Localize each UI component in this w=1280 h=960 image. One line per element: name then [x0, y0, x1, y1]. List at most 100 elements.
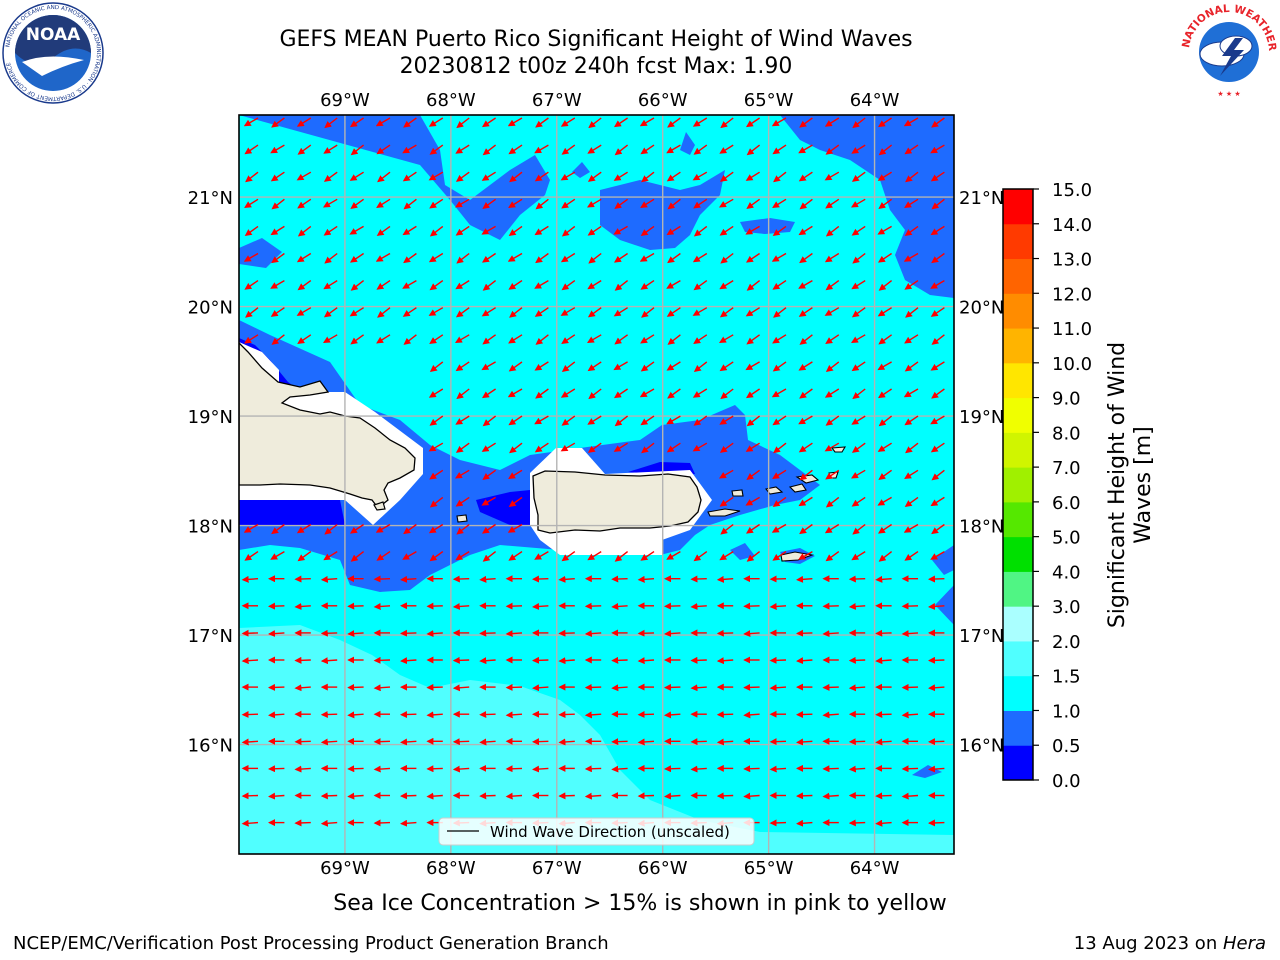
footer-credit: NCEP/EMC/Verification Post Processing Pr…: [13, 933, 609, 954]
wind-arrow: [904, 280, 919, 290]
wind-arrow: [901, 765, 919, 773]
wind-arrow: [614, 198, 629, 209]
wind-arrow: [743, 765, 760, 773]
wind-arrow: [455, 415, 470, 425]
wind-arrow: [586, 334, 602, 343]
wind-arrow: [455, 307, 470, 318]
wind-arrow: [719, 415, 734, 425]
wind-arrow: [746, 280, 761, 291]
wind-arrow: [558, 792, 575, 800]
wind-arrow: [297, 334, 312, 344]
lat-tick-label: 21°N: [188, 188, 233, 209]
wind-arrow: [244, 280, 259, 290]
wind-arrow: [640, 361, 655, 372]
wind-arrow: [508, 144, 523, 155]
wind-arrow: [848, 656, 866, 664]
colorbar-label: Waves [m]: [1131, 426, 1156, 543]
wind-arrow: [745, 496, 760, 506]
wind-arrow: [692, 307, 708, 316]
wind-arrow: [611, 575, 628, 583]
wind-arrow: [743, 602, 760, 610]
wind-arrow: [904, 469, 919, 479]
wind-arrow: [796, 575, 813, 583]
wind-arrow: [851, 307, 866, 318]
wind-arrow: [905, 171, 919, 183]
wind-arrow: [455, 551, 470, 561]
wind-arrow: [666, 307, 681, 317]
wind-arrow: [690, 575, 707, 583]
wind-arrow: [904, 496, 919, 508]
wind-arrow: [825, 415, 840, 426]
wind-arrow: [640, 551, 655, 561]
wind-arrow: [772, 144, 787, 155]
wind-arrow: [347, 630, 364, 638]
wind-arrow: [377, 171, 391, 183]
wind-arrow: [718, 334, 734, 343]
wind-arrow: [244, 144, 259, 155]
wind-arrow: [588, 252, 602, 264]
colorbar-swatch: [1003, 501, 1033, 538]
wind-arrow: [690, 738, 707, 746]
wind-arrow: [878, 334, 893, 345]
wind-arrow: [508, 496, 523, 508]
wind-arrow: [796, 819, 813, 827]
wind-arrow: [508, 334, 523, 344]
wind-arrow: [851, 225, 866, 236]
lon-tick-label: 68°W: [426, 90, 476, 111]
wind-arrow: [587, 551, 602, 561]
wind-arrow: [637, 711, 655, 719]
wind-arrow: [930, 550, 945, 560]
wind-arrow: [373, 819, 391, 827]
wind-arrow: [508, 225, 523, 237]
wind-arrow: [719, 496, 734, 507]
wind-arrow: [509, 442, 523, 454]
wind-arrow: [373, 738, 391, 746]
wind-arrow: [719, 171, 734, 182]
wind-arrow: [349, 307, 364, 317]
wind-arrow: [875, 738, 892, 746]
wind-arrow: [901, 683, 919, 691]
wind-arrow: [746, 252, 760, 263]
wind-arrow: [769, 575, 787, 583]
wind-arrow: [825, 551, 840, 562]
wind-arrow: [376, 198, 391, 208]
wind-arrow: [244, 198, 259, 208]
wind-arrow: [505, 602, 523, 610]
wind-arrow: [824, 388, 840, 398]
wind-arrow: [373, 656, 391, 664]
wind-arrow: [268, 711, 285, 719]
wind-arrow: [716, 711, 734, 719]
wind-arrow: [584, 765, 602, 773]
wind-arrow: [376, 225, 391, 237]
wind-arrow: [613, 442, 628, 452]
wind-arrow: [692, 252, 708, 263]
wind-arrow: [878, 117, 892, 128]
wind-arrow: [505, 792, 523, 800]
colorbar-tick-label: 1.5: [1052, 667, 1081, 688]
wind-arrow: [664, 711, 681, 719]
lon-tick-label: 69°W: [320, 90, 370, 111]
colorbar-tick-label: 3.0: [1052, 597, 1081, 618]
wind-arrow: [772, 415, 787, 426]
wind-arrow: [878, 415, 893, 427]
wind-arrow: [848, 738, 866, 746]
wind-arrow: [428, 307, 444, 316]
wind-arrow: [611, 738, 628, 746]
wind-arrow: [347, 711, 364, 719]
colorbar-tick-label: 0.0: [1052, 771, 1081, 792]
wind-arrow: [904, 144, 919, 155]
wind-arrow: [534, 550, 549, 560]
nws-logo: NATIONAL WEATHER SERVICE ★ ★ ★: [1178, 0, 1278, 99]
wind-arrow: [769, 819, 787, 827]
wind-arrow: [772, 469, 787, 479]
wind-arrow: [400, 738, 417, 746]
lat-tick-label: 20°N: [959, 298, 1004, 319]
wind-arrow: [560, 252, 576, 263]
wind-arrow: [429, 334, 444, 344]
wind-arrow: [930, 361, 945, 371]
wind-arrow: [452, 602, 470, 610]
wind-arrow: [532, 575, 549, 583]
wind-arrow: [640, 144, 655, 155]
wind-arrow: [930, 225, 945, 236]
